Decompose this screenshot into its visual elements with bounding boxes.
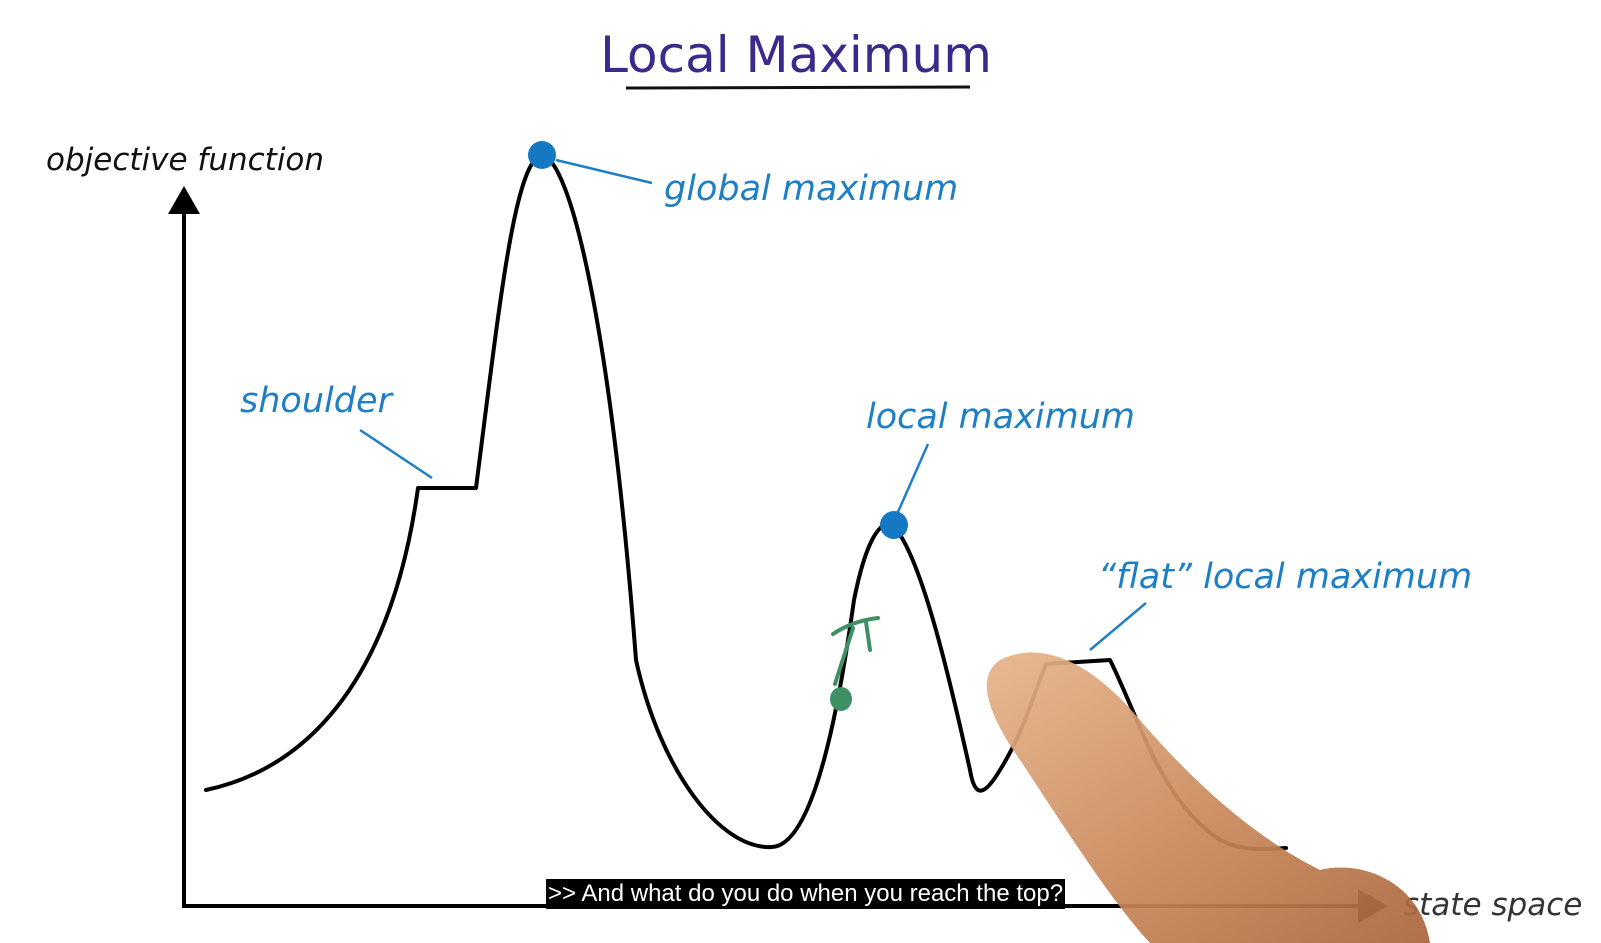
local-maximum-marker [880, 511, 908, 539]
pointing-finger-icon [986, 652, 1430, 943]
diagram-title: Local Maximum [600, 26, 992, 84]
flat-local-maximum-label: “flat” local maximum [1098, 557, 1472, 597]
global-maximum-label: global maximum [664, 169, 958, 209]
subtitle-caption: >> And what do you do when you reach the… [546, 879, 1066, 909]
global-maximum-pointer-line [555, 158, 653, 185]
flat-local-maximum-pointer-line [1089, 602, 1147, 651]
green-pi-figure-icon [830, 616, 880, 711]
global-maximum-marker [528, 141, 556, 169]
shoulder-pointer-line [359, 428, 433, 480]
y-axis-arrowhead [168, 186, 200, 214]
x-axis-label: state space [1403, 887, 1582, 923]
local-maximum-pointer-line [896, 443, 930, 513]
title-underline [625, 85, 971, 90]
local-maximum-label: local maximum [866, 397, 1135, 437]
y-axis-label: objective function [46, 142, 324, 178]
shoulder-label: shoulder [240, 381, 394, 421]
